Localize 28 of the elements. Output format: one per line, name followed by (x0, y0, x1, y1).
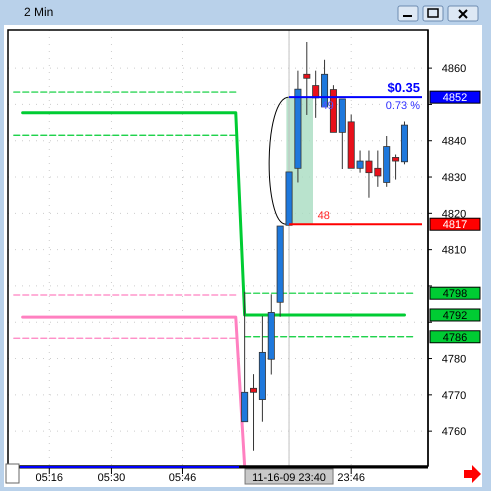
x-tick-label: 05:30 (98, 472, 126, 484)
y-tick-label: 4810 (442, 244, 466, 257)
y-tick-label: 4760 (442, 426, 466, 438)
annotation: 48 (318, 210, 330, 222)
text: 4792 (442, 310, 468, 322)
y-tick-label: 4860 (442, 63, 466, 76)
y-tick-label: 4770 (442, 390, 466, 402)
candlestick (356, 150, 364, 174)
x-tick-label: 05:46 (168, 472, 196, 484)
chart-title: 2 Min (24, 5, 54, 19)
annotation: $0.35 (387, 80, 420, 96)
candlestick (303, 41, 310, 116)
ref-line-label: 4817 (442, 219, 468, 232)
y-tick-label: 4780 (442, 354, 466, 366)
annotation: 49 (322, 100, 334, 112)
x-tick-label: 11-16-09 23:40 (252, 472, 326, 484)
y-tick-label: 4840 (442, 136, 466, 148)
candlestick (392, 154, 400, 180)
y-tick-label: 4830 (442, 172, 466, 184)
y-tick-label: 4820 (442, 208, 466, 220)
candlestick (250, 374, 258, 452)
annotation: 0.73 % (386, 100, 420, 112)
candlestick (365, 150, 372, 198)
text: 4798 (442, 288, 468, 300)
x-tick-label: 05:16 (36, 472, 64, 484)
ref-line-label: 4852 (442, 92, 468, 104)
x-tick-label: 23:46 (337, 472, 365, 484)
text: 4786 (442, 332, 468, 344)
